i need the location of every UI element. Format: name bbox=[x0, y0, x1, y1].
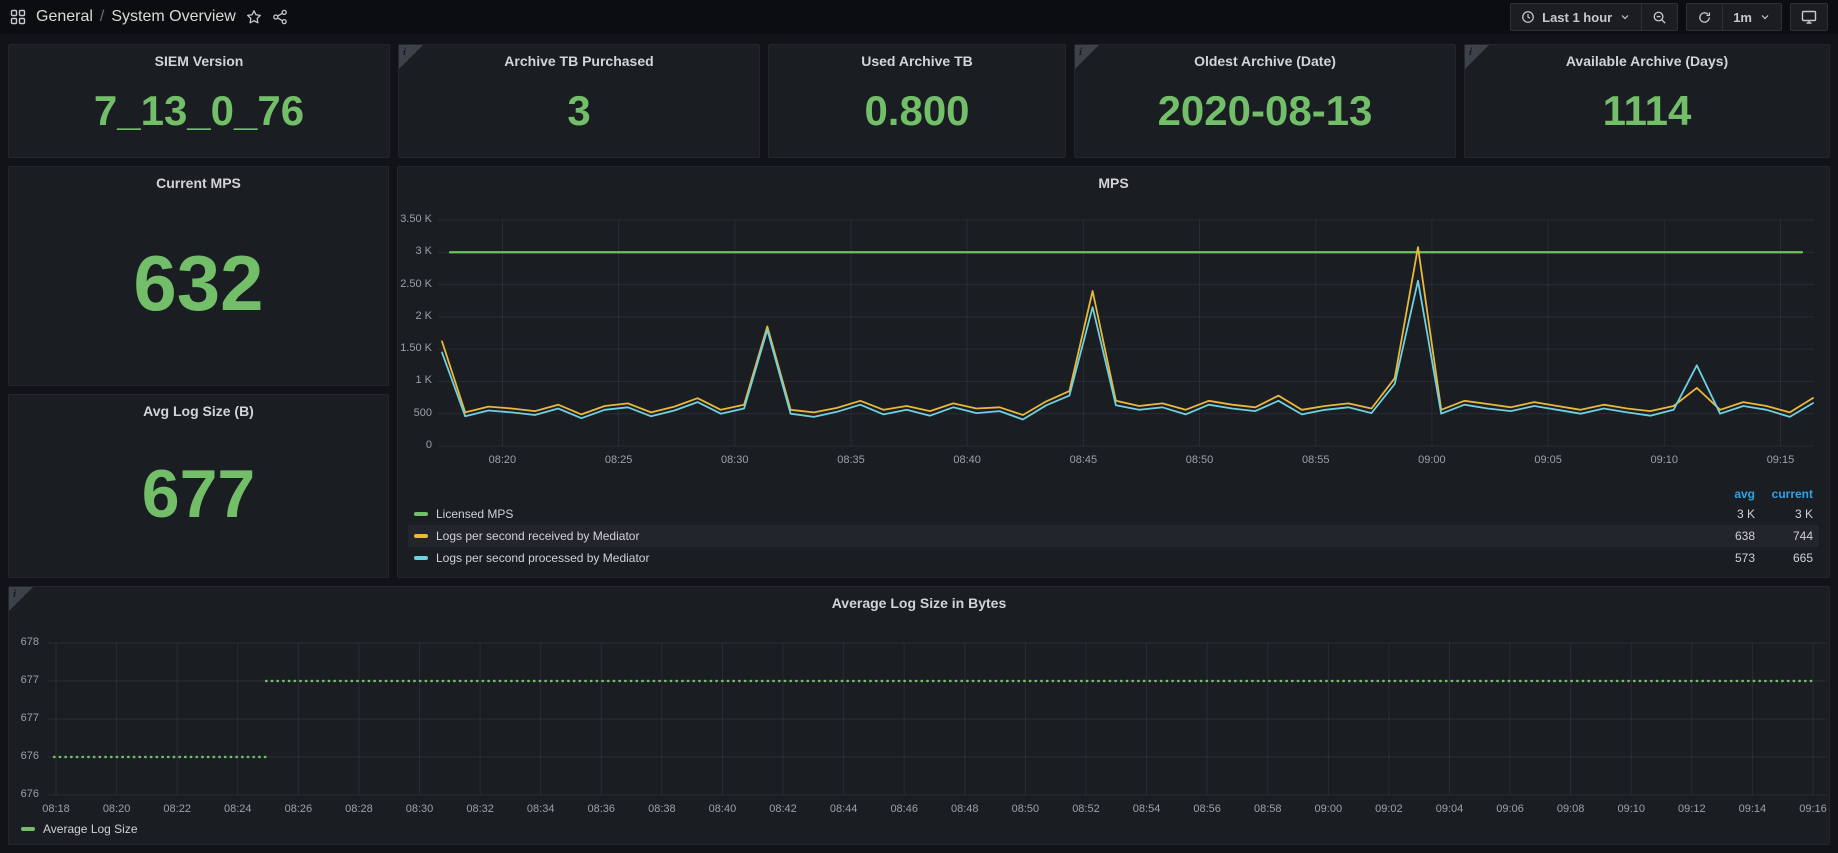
mps-y-tick: 2 K bbox=[398, 310, 432, 322]
panel-title[interactable]: Available Archive (Days) bbox=[1465, 49, 1829, 73]
panel-archive-tb-purchased: i Archive TB Purchased 3 bbox=[398, 44, 760, 158]
chevron-down-icon bbox=[1619, 11, 1631, 23]
panel-oldest-archive: i Oldest Archive (Date) 2020-08-13 bbox=[1074, 44, 1456, 158]
legend-avg-value: 573 bbox=[1685, 551, 1755, 565]
panel-title[interactable]: MPS bbox=[398, 171, 1829, 195]
breadcrumb-page: System Overview bbox=[111, 8, 235, 26]
mps-x-tick: 08:35 bbox=[829, 454, 873, 466]
stat-value: 677 bbox=[9, 423, 388, 577]
panel-info-icon[interactable]: i bbox=[399, 45, 423, 69]
panel-current-mps: Current MPS 632 bbox=[8, 166, 389, 386]
avg-y-tick: 676 bbox=[11, 788, 39, 800]
panel-siem-version: SIEM Version 7_13_0_76 bbox=[8, 44, 390, 158]
mps-plot-area[interactable] bbox=[438, 215, 1818, 451]
avg-plot-area[interactable] bbox=[47, 637, 1827, 809]
mps-x-tick: 09:15 bbox=[1758, 454, 1802, 466]
breadcrumb[interactable]: General / System Overview bbox=[36, 8, 236, 26]
avg-legend[interactable]: Average Log Size bbox=[21, 822, 138, 836]
legend-avg-value: 3 K bbox=[1685, 507, 1755, 521]
legend-current-value: 744 bbox=[1755, 529, 1813, 543]
avg-y-tick: 676 bbox=[11, 750, 39, 762]
legend-row[interactable]: Licensed MPS3 K3 K bbox=[408, 503, 1819, 525]
refresh-button[interactable] bbox=[1686, 3, 1723, 31]
legend-col-current[interactable]: current bbox=[1755, 487, 1813, 501]
stat-value: 3 bbox=[399, 73, 759, 157]
panel-mps-chart: MPS 0 500 1 K 1.50 K 2 K 2.50 K 3 K 3.50 K 08:2… bbox=[397, 166, 1830, 578]
stat-value: 632 bbox=[9, 195, 388, 385]
legend-swatch bbox=[414, 556, 428, 560]
mps-y-tick: 3 K bbox=[398, 245, 432, 257]
kiosk-mode-button[interactable] bbox=[1790, 3, 1828, 31]
mps-x-tick: 08:20 bbox=[480, 454, 524, 466]
stat-value: 2020-08-13 bbox=[1075, 73, 1455, 157]
panel-available-archive: i Available Archive (Days) 1114 bbox=[1464, 44, 1830, 158]
refresh-icon bbox=[1697, 10, 1712, 25]
legend-swatch bbox=[21, 827, 35, 831]
mps-x-tick: 08:55 bbox=[1294, 454, 1338, 466]
mps-y-tick: 500 bbox=[398, 407, 432, 419]
legend-col-avg[interactable]: avg bbox=[1685, 487, 1755, 501]
mps-x-tick: 09:05 bbox=[1526, 454, 1570, 466]
legend-row[interactable]: Logs per second received by Mediator6387… bbox=[408, 525, 1819, 547]
avg-y-tick: 677 bbox=[11, 674, 39, 686]
panel-title[interactable]: Archive TB Purchased bbox=[399, 49, 759, 73]
mps-x-tick: 08:40 bbox=[945, 454, 989, 466]
panel-avg-log-size: Avg Log Size (B) 677 bbox=[8, 394, 389, 578]
legend-row[interactable]: Logs per second processed by Mediator573… bbox=[408, 547, 1819, 569]
mps-x-tick: 08:25 bbox=[597, 454, 641, 466]
panel-info-icon[interactable]: i bbox=[1075, 45, 1099, 69]
clock-icon bbox=[1521, 10, 1535, 24]
mps-y-tick: 2.50 K bbox=[398, 278, 432, 290]
stat-value: 0.800 bbox=[769, 73, 1065, 157]
star-icon[interactable] bbox=[246, 9, 262, 25]
legend-current-value: 3 K bbox=[1755, 507, 1813, 521]
zoom-out-icon bbox=[1652, 10, 1667, 25]
panel-info-icon[interactable]: i bbox=[1465, 45, 1489, 69]
legend-avg-value: 638 bbox=[1685, 529, 1755, 543]
refresh-interval-picker[interactable]: 1m bbox=[1722, 3, 1782, 31]
legend-series-name[interactable]: Logs per second processed by Mediator bbox=[436, 551, 1685, 565]
mps-x-tick: 08:50 bbox=[1178, 454, 1222, 466]
panel-info-icon[interactable]: i bbox=[9, 587, 33, 611]
mps-x-tick: 09:00 bbox=[1410, 454, 1454, 466]
mps-y-tick: 3.50 K bbox=[398, 213, 432, 225]
mps-y-tick: 1.50 K bbox=[398, 342, 432, 354]
legend-swatch bbox=[414, 512, 428, 516]
stat-value: 1114 bbox=[1465, 73, 1829, 157]
panel-avg-log-chart: i Average Log Size in Bytes 678 677 677 676… bbox=[8, 586, 1830, 845]
legend-current-value: 665 bbox=[1755, 551, 1813, 565]
zoom-out-button[interactable] bbox=[1641, 3, 1678, 31]
mps-x-tick: 08:45 bbox=[1061, 454, 1105, 466]
panel-title[interactable]: Current MPS bbox=[9, 171, 388, 195]
legend-header: avgcurrent bbox=[408, 485, 1819, 503]
panel-used-archive-tb: Used Archive TB 0.800 bbox=[768, 44, 1066, 158]
time-range-picker[interactable]: Last 1 hour bbox=[1510, 3, 1642, 31]
panel-title[interactable]: Oldest Archive (Date) bbox=[1075, 49, 1455, 73]
mps-y-tick: 0 bbox=[398, 439, 432, 451]
legend-label: Average Log Size bbox=[43, 822, 138, 836]
breadcrumb-separator: / bbox=[100, 8, 104, 26]
breadcrumb-folder[interactable]: General bbox=[36, 8, 93, 26]
mps-y-tick: 1 K bbox=[398, 374, 432, 386]
panel-title[interactable]: SIEM Version bbox=[9, 49, 389, 73]
panel-title[interactable]: Used Archive TB bbox=[769, 49, 1065, 73]
panel-title[interactable]: Avg Log Size (B) bbox=[9, 399, 388, 423]
chevron-down-icon bbox=[1759, 11, 1771, 23]
legend-series-name[interactable]: Logs per second received by Mediator bbox=[436, 529, 1685, 543]
apps-grid-icon[interactable] bbox=[10, 9, 26, 25]
avg-y-tick: 678 bbox=[11, 636, 39, 648]
share-icon[interactable] bbox=[272, 9, 288, 25]
legend-swatch bbox=[414, 534, 428, 538]
time-range-label: Last 1 hour bbox=[1542, 10, 1612, 25]
refresh-interval-label: 1m bbox=[1733, 10, 1752, 25]
nav-bar: General / System Overview Las bbox=[0, 0, 1838, 34]
stat-value: 7_13_0_76 bbox=[9, 73, 389, 157]
monitor-icon bbox=[1801, 9, 1817, 25]
avg-y-tick: 677 bbox=[11, 712, 39, 724]
mps-x-tick: 09:10 bbox=[1642, 454, 1686, 466]
panel-title[interactable]: Average Log Size in Bytes bbox=[9, 591, 1829, 615]
legend-series-name[interactable]: Licensed MPS bbox=[436, 507, 1685, 521]
mps-x-tick: 08:30 bbox=[713, 454, 757, 466]
mps-legend: avgcurrentLicensed MPS3 K3 KLogs per sec… bbox=[408, 485, 1819, 569]
